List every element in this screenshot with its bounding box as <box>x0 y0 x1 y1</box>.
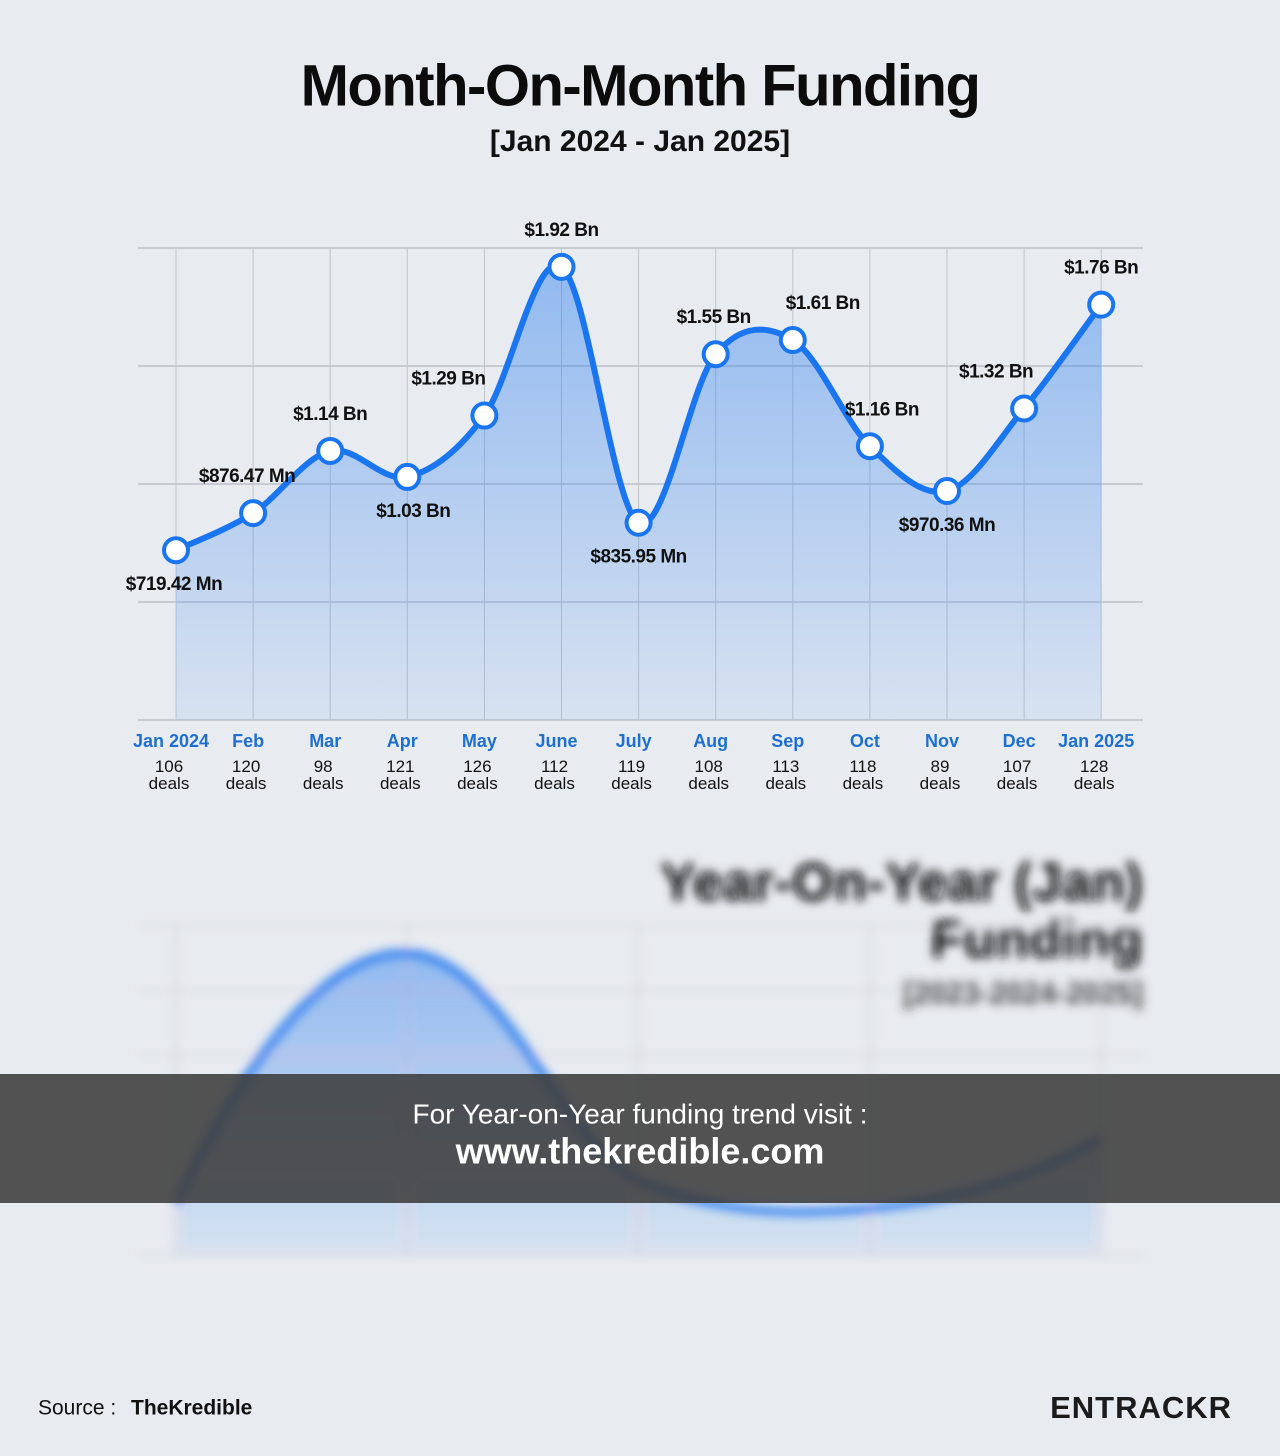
point <box>470 401 499 430</box>
value-label: $1.29 Bn <box>411 369 485 390</box>
value-label: $1.14 Bn <box>293 404 367 425</box>
point <box>933 476 961 505</box>
deal-count: 119 deals <box>611 757 652 793</box>
chart-subtitle: [Jan 2024 - Jan 2025] <box>490 125 790 158</box>
source: TheKredible <box>131 1397 252 1420</box>
x-tick-label: Mar <box>309 731 341 751</box>
value-label: $1.55 Bn <box>677 307 751 328</box>
x-tick-label: Jan 2025 <box>1058 731 1134 751</box>
x-tick-label: Apr <box>387 731 418 751</box>
point <box>239 499 268 528</box>
value-label: $1.61 Bn <box>786 293 860 314</box>
plot: $719.42 Mn Jan 2024 $876.47 Mn Feb $1.14 Bn M… <box>126 220 1143 751</box>
value-label: $835.95 Mn <box>590 547 686 568</box>
point <box>1087 290 1116 319</box>
point <box>393 462 422 491</box>
teaser-subtitle: [2023-2024-2025] <box>903 977 1143 1010</box>
point <box>701 340 730 369</box>
deal-count: 89 deals <box>919 757 961 793</box>
point <box>162 536 190 565</box>
point <box>1010 394 1039 423</box>
x-tick-label: Feb <box>232 731 264 751</box>
value-label: $1.92 Bn <box>524 220 598 241</box>
x-tick-label: Dec <box>1003 731 1036 751</box>
teaser-title: Year-On-Year (Jan) <box>660 852 1143 912</box>
deal-count: 121 deals <box>379 757 421 793</box>
deal-count: 126 deals <box>457 757 498 793</box>
deal-count: 120 deals <box>225 757 267 793</box>
value-label: $1.16 Bn <box>845 399 919 420</box>
value-label: $970.36 Mn <box>899 515 995 536</box>
teaser-title: Funding <box>930 909 1143 969</box>
deal-count: 118 deals <box>842 757 884 793</box>
deal-count: 113 deals <box>765 757 807 793</box>
deal-count: 98 deals <box>302 757 344 793</box>
deal-count: 108 deals <box>688 757 729 793</box>
chart-title: Month-On-Month Funding <box>301 53 980 118</box>
x-tick-label: Sep <box>771 731 804 751</box>
point <box>855 432 884 461</box>
x-tick-label: Aug <box>693 731 728 751</box>
point <box>316 436 345 465</box>
overlay-link[interactable]: www.thekredible.com <box>455 1131 825 1172</box>
x-tick-label: Jan 2024 <box>133 731 209 751</box>
x-tick-label: July <box>616 731 652 751</box>
value-label: $719.42 Mn <box>126 574 222 595</box>
point <box>778 326 807 355</box>
x-tick-label: May <box>462 731 497 751</box>
value-label: $1.32 Bn <box>959 361 1033 382</box>
deal-count: 106 deals <box>148 757 190 793</box>
source-label: Source : <box>38 1397 116 1420</box>
value-label: $1.76 Bn <box>1064 258 1138 279</box>
deal-count: 112 deals <box>534 757 575 793</box>
x-tick-label: Nov <box>925 731 959 751</box>
value-label: $1.03 Bn <box>376 501 450 522</box>
deal-count: 128 deals <box>1073 757 1115 793</box>
x-tick-label: Oct <box>850 731 880 751</box>
value-label: $876.47 Mn <box>199 466 295 487</box>
point <box>624 508 653 537</box>
point <box>547 252 576 281</box>
area <box>176 265 1102 720</box>
overlay-text: For Year-on-Year funding trend visit : <box>412 1098 867 1129</box>
overlay-band <box>0 1074 1280 1203</box>
deal-count: 107 deals <box>996 757 1038 793</box>
brand: ENTRACKR <box>1050 1390 1232 1425</box>
x-tick-label: June <box>535 731 577 751</box>
